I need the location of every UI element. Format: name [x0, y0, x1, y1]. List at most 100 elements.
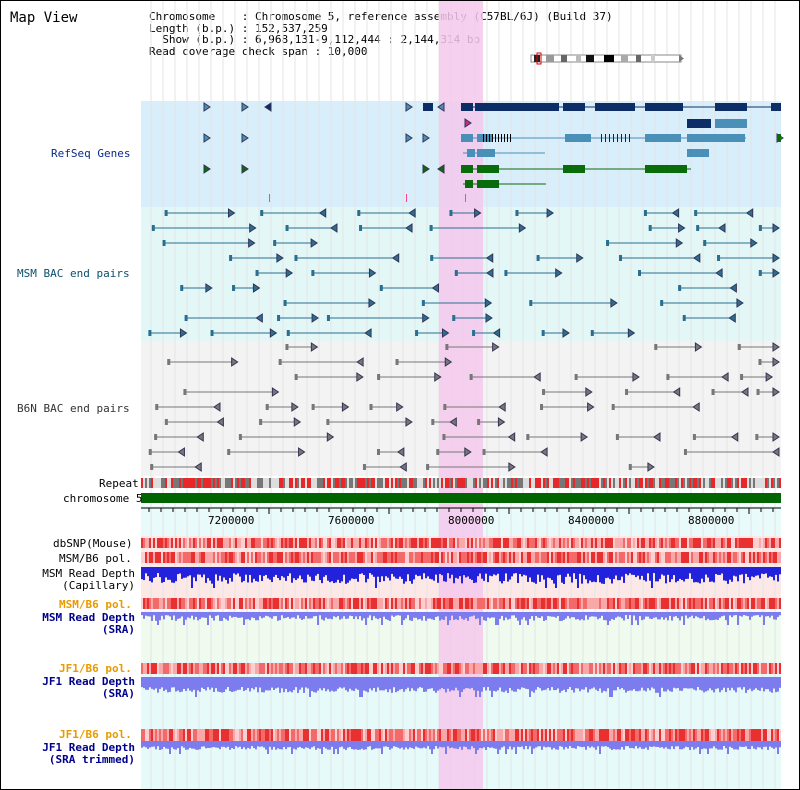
- repeat-feature: [729, 478, 731, 488]
- repeat-feature: [715, 478, 717, 488]
- polymorphism-bar: [363, 538, 365, 548]
- polymorphism-bar: [159, 538, 161, 548]
- polymorphism-bar: [281, 598, 283, 609]
- polymorphism-bar: [637, 729, 639, 741]
- read-depth-bar: [733, 567, 735, 576]
- polymorphism-bar: [591, 598, 593, 609]
- polymorphism-bar: [655, 552, 657, 563]
- read-depth-bar: [289, 677, 291, 692]
- polymorphism-bar: [285, 598, 287, 609]
- read-depth-bar: [751, 741, 753, 747]
- repeat-feature: [581, 478, 583, 488]
- polymorphism-bar: [763, 538, 765, 548]
- read-depth-bar: [645, 567, 647, 582]
- repeat-feature: [625, 478, 627, 488]
- polymorphism-bar: [523, 538, 525, 548]
- polymorphism-bar: [175, 729, 177, 741]
- repeat-feature: [305, 478, 307, 488]
- read-depth-bar: [771, 677, 773, 693]
- read-depth-bar: [541, 741, 543, 750]
- polymorphism-bar: [579, 552, 581, 563]
- read-depth-bar: [505, 677, 507, 691]
- strand-arrow-icon: [437, 102, 445, 112]
- polymorphism-bar: [293, 538, 295, 548]
- read-depth-bar: [433, 741, 435, 750]
- polymorphism-bar: [721, 598, 723, 609]
- polymorphism-bar: [675, 538, 677, 548]
- gene-exon: [605, 134, 606, 142]
- polymorphism-bar: [159, 598, 161, 609]
- read-depth-bar: [341, 677, 343, 689]
- strand-arrow-icon: [231, 357, 239, 367]
- polymorphism-bar: [347, 538, 349, 548]
- polymorphism-bar: [539, 598, 541, 609]
- read-depth-bar: [365, 741, 367, 750]
- polymorphism-bar: [505, 552, 507, 563]
- read-depth-bar: [305, 741, 307, 748]
- polymorphism-bar: [645, 552, 647, 563]
- read-depth-bar: [651, 677, 653, 688]
- repeat-feature: [373, 478, 375, 488]
- polymorphism-bar: [245, 729, 247, 741]
- polymorphism-bar: [423, 598, 425, 609]
- polymorphism-bar: [667, 598, 669, 609]
- polymorphism-bar: [291, 663, 293, 674]
- read-depth-bar: [643, 677, 645, 691]
- read-depth-bar: [453, 677, 455, 691]
- polymorphism-bar: [601, 538, 603, 548]
- read-depth-bar: [697, 741, 699, 747]
- read-depth-bar: [605, 567, 607, 579]
- polymorphism-bar: [623, 663, 625, 674]
- polymorphism-bar: [395, 538, 397, 548]
- polymorphism-bar: [379, 552, 381, 563]
- read-depth-bar: [563, 612, 565, 620]
- read-depth-bar: [173, 741, 175, 750]
- polymorphism-bar: [393, 598, 395, 609]
- polymorphism-bar: [387, 552, 389, 563]
- polymorphism-bar: [405, 552, 407, 563]
- read-depth-bar: [159, 612, 161, 621]
- polymorphism-bar: [605, 598, 607, 609]
- read-depth-bar: [153, 677, 155, 690]
- polymorphism-bar: [221, 663, 223, 674]
- read-depth-bar: [239, 612, 241, 618]
- polymorphism-bar: [371, 538, 373, 548]
- repeat-feature: [417, 478, 419, 488]
- read-depth-bar: [281, 677, 283, 689]
- repeat-feature: [351, 478, 353, 488]
- polymorphism-bar: [199, 552, 201, 563]
- read-depth-bar: [663, 612, 665, 620]
- read-depth-bar: [629, 612, 631, 616]
- polymorphism-bar: [739, 552, 741, 563]
- read-depth-bar: [621, 612, 623, 619]
- polymorphism-bar: [519, 663, 521, 674]
- read-depth-bar: [429, 741, 431, 750]
- polymorphism-bar: [627, 538, 629, 548]
- read-depth-bar: [467, 741, 469, 750]
- polymorphism-bar: [155, 552, 157, 563]
- polymorphism-bar: [583, 538, 585, 548]
- read-depth-bar: [149, 612, 151, 617]
- repeat-feature: [551, 478, 553, 488]
- polymorphism-bar: [743, 598, 745, 609]
- read-depth-bar: [293, 567, 295, 579]
- strand-arrow-icon: [255, 313, 263, 323]
- read-depth-bar: [363, 612, 365, 619]
- polymorphism-bar: [239, 729, 241, 741]
- read-depth-bar: [679, 567, 681, 579]
- msm-depth-capillary-line1: MSM Read Depth: [42, 567, 135, 580]
- read-depth-bar: [397, 741, 399, 748]
- polymorphism-bar: [561, 729, 563, 741]
- polymorphism-bar: [543, 729, 545, 741]
- polymorphism-bar: [355, 663, 357, 674]
- read-depth-bar: [327, 677, 329, 690]
- b6n-bac-pair-end: [167, 359, 171, 365]
- polymorphism-bar: [283, 663, 285, 674]
- polymorphism-bar: [751, 598, 753, 609]
- msm-bac-pair-end: [682, 315, 686, 321]
- strand-arrow-icon: [627, 328, 636, 338]
- strand-arrow-icon: [444, 357, 453, 367]
- gene-exon: [595, 103, 635, 111]
- polymorphism-bar: [627, 552, 629, 563]
